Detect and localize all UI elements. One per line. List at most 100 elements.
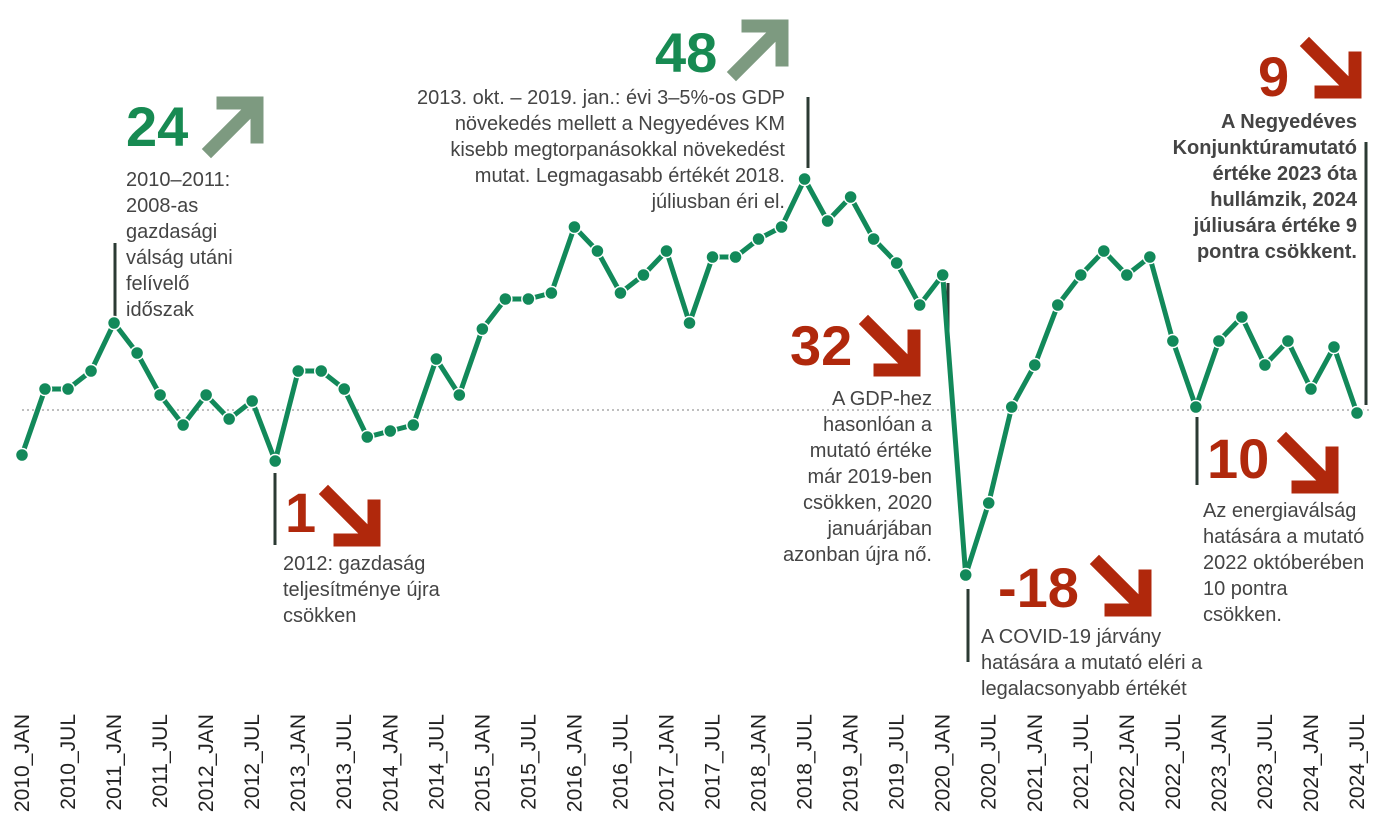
point [1349, 405, 1365, 421]
point [1257, 357, 1273, 373]
point [267, 453, 283, 469]
x-tick-label: 2020_JUL [978, 714, 1001, 810]
annotation-text: A GDP-hez [832, 388, 932, 410]
annotation-text: azonban újra nő. [783, 544, 932, 566]
x-tick-label: 2021_JAN [1024, 714, 1047, 812]
x-tick-label: 2013_JAN [287, 714, 310, 812]
annotation-arrow [1299, 36, 1362, 99]
point [590, 243, 605, 259]
annotation-arrow [318, 484, 381, 547]
annotation-arrow [858, 314, 921, 377]
x-tick-label: 2017_JUL [702, 714, 725, 810]
annotation-text: Az energiaválság [1203, 500, 1356, 522]
point [360, 429, 375, 445]
x-tick-label: 2011_JUL [149, 714, 172, 808]
annotation-text: válság utáni [126, 247, 233, 269]
annotation-text: januárjában [826, 518, 932, 540]
point [774, 219, 789, 235]
annotation-arrow [201, 96, 264, 159]
x-tick-label: 2023_JAN [1208, 714, 1231, 812]
annotation-text: Konjunktúramutató [1173, 137, 1357, 159]
annotation-text: kisebb megtorpanásokkal növekedést [450, 139, 785, 161]
annotation-text: gazdasági [126, 221, 217, 243]
point [935, 267, 950, 283]
annotation-text: mutató értéke [810, 440, 932, 462]
x-tick-label: 2011_JAN [103, 714, 126, 811]
x-tick-label: 2012_JAN [195, 714, 218, 812]
annotation-text: hatására a mutató [1203, 526, 1364, 548]
x-tick-label: 2017_JAN [655, 714, 678, 812]
x-tick-label: 2020_JAN [932, 714, 955, 812]
point [83, 363, 99, 379]
point [521, 291, 536, 307]
x-tick-label: 2022_JAN [1116, 714, 1139, 812]
point [1326, 339, 1342, 355]
point [1303, 381, 1319, 397]
annotation-text: mutat. Legmagasabb értékét 2018. [475, 165, 785, 187]
x-tick-label: 2018_JAN [748, 714, 771, 812]
annotation-text: 2012: gazdaság [283, 553, 425, 575]
point [797, 171, 812, 187]
point [751, 231, 766, 247]
annotation-value: -18 [998, 556, 1079, 619]
point [728, 249, 743, 265]
point [1073, 267, 1089, 283]
point [198, 387, 214, 403]
annotation-text: csökken, 2020 [803, 492, 932, 514]
point [1119, 267, 1135, 283]
x-tick-label: 2019_JUL [886, 714, 909, 810]
point [106, 315, 122, 331]
point [1234, 309, 1250, 325]
x-tick-label: 2015_JAN [471, 714, 494, 812]
annotation-text: értéke 2023 óta [1212, 163, 1357, 185]
annotation-value: 1 [285, 481, 316, 544]
point [498, 291, 513, 307]
x-tick-label: 2016_JAN [563, 714, 586, 812]
x-tick-label: 2015_JUL [517, 714, 540, 810]
annotation-text: növekedés mellett a Negyedéves KM [455, 113, 785, 135]
point [682, 315, 697, 331]
annotation-arrow [1089, 554, 1152, 617]
point [406, 417, 421, 433]
x-tick-label: 2010_JUL [57, 714, 80, 810]
x-tick-label: 2021_JUL [1070, 714, 1093, 810]
annotation-value: 48 [655, 21, 717, 84]
annotation-text: hullámzik, 2024 [1210, 189, 1358, 211]
annotation-text: 2008-as [126, 195, 198, 217]
annotation-value: 9 [1258, 45, 1289, 108]
annotation-value: 32 [790, 314, 852, 377]
x-tick-label: 2016_JUL [609, 714, 632, 810]
x-tick-label: 2019_JAN [840, 714, 863, 812]
point [1027, 357, 1043, 373]
x-tick-label: 2014_JAN [379, 714, 402, 812]
point [958, 567, 973, 583]
point [705, 249, 720, 265]
point [175, 417, 191, 433]
point [1188, 399, 1204, 415]
annotation-text: hasonlóan a [823, 414, 933, 436]
point [1280, 333, 1296, 349]
point [981, 495, 996, 511]
point [866, 231, 881, 247]
point [452, 387, 467, 403]
point [1142, 249, 1158, 265]
x-tick-label: 2018_JUL [794, 714, 817, 810]
point [244, 393, 260, 409]
point [1050, 297, 1066, 313]
annotation-text: csökken [283, 605, 356, 627]
annotation-value: 24 [126, 95, 188, 158]
point [37, 381, 53, 397]
annotation-text: 10 pontra [1203, 578, 1288, 600]
x-tick-label: 2012_JUL [241, 714, 264, 810]
point [889, 255, 904, 271]
point [567, 219, 582, 235]
x-tick-label: 2013_JUL [333, 714, 356, 810]
annotation-text: legalacsonyabb értékét [981, 678, 1187, 700]
point [313, 363, 329, 379]
point [383, 423, 398, 439]
annotation-text: A Negyedéves [1221, 111, 1357, 133]
point [14, 447, 30, 463]
point [613, 285, 628, 301]
point [1165, 333, 1181, 349]
